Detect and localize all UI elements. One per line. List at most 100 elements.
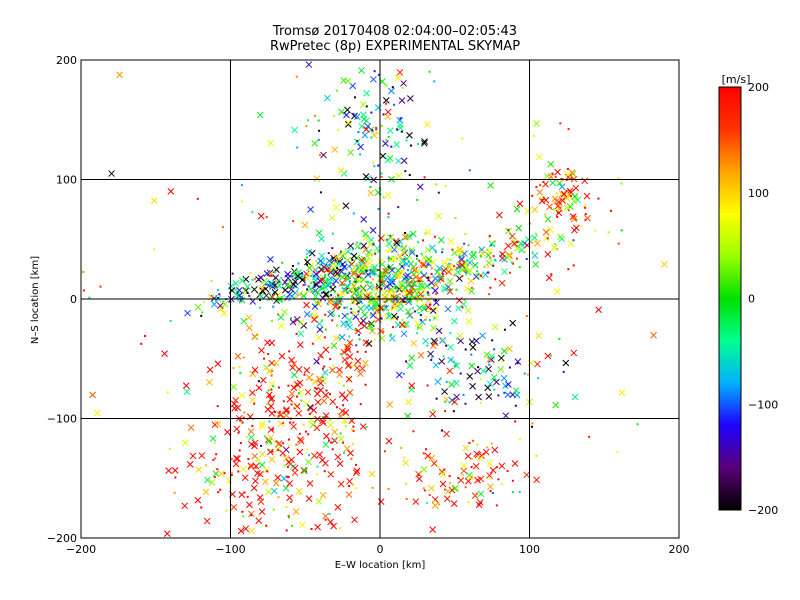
scatter-dot — [636, 423, 639, 426]
scatter-dot — [322, 268, 325, 271]
scatter-dot — [477, 366, 480, 369]
scatter-cross — [251, 286, 258, 293]
scatter-dot — [325, 377, 328, 380]
scatter-cross — [377, 275, 385, 283]
scatter-cross — [392, 237, 400, 245]
scatter-cross — [382, 268, 389, 275]
scatter-cross — [359, 317, 367, 325]
scatter-dot — [430, 267, 433, 270]
scatter-cross — [447, 356, 455, 364]
scatter-cross — [468, 287, 475, 295]
scatter-dot — [567, 268, 570, 271]
scatter-cross — [356, 290, 364, 298]
scatter-cross — [237, 527, 245, 535]
scatter-dot — [480, 274, 483, 277]
scatter-cross — [150, 197, 158, 205]
scatter-dot — [471, 250, 474, 253]
scatter-dot — [391, 86, 394, 89]
scatter-dot — [464, 402, 467, 405]
scatter-dot — [453, 274, 456, 277]
scatter-cross — [186, 461, 194, 468]
scatter-dot — [244, 291, 247, 294]
scatter-cross — [361, 322, 368, 330]
scatter-dot — [449, 258, 452, 261]
scatter-cross — [292, 508, 300, 516]
scatter-cross — [331, 437, 338, 444]
scatter-dot — [303, 373, 306, 376]
scatter-dot — [395, 257, 398, 260]
scatter-cross — [386, 401, 394, 408]
scatter-dot — [249, 272, 252, 275]
scatter-cross — [468, 253, 476, 260]
scatter-dot — [492, 264, 495, 267]
scatter-cross — [345, 361, 353, 369]
scatter-dot — [254, 336, 257, 339]
scatter-dot — [406, 292, 409, 295]
scatter-cross — [464, 260, 472, 267]
scatter-dot — [169, 319, 172, 322]
scatter-cross — [315, 229, 323, 237]
scatter-cross — [210, 300, 218, 308]
scatter-cross — [514, 244, 521, 252]
scatter-dot — [466, 259, 469, 262]
scatter-dot — [434, 251, 437, 254]
scatter-dot — [331, 319, 334, 322]
scatter-cross — [489, 466, 497, 474]
scatter-cross — [296, 379, 304, 387]
scatter-cross — [405, 398, 412, 406]
scatter-dot — [445, 380, 448, 383]
scatter-cross — [372, 285, 379, 293]
scatter-cross — [195, 466, 203, 474]
scatter-cross — [533, 476, 540, 484]
scatter-dot — [238, 365, 241, 368]
scatter-cross — [412, 498, 420, 506]
scatter-dot — [321, 319, 324, 322]
scatter-dot — [489, 257, 492, 260]
scatter-cross — [315, 334, 323, 341]
scatter-dot — [453, 360, 456, 363]
scatter-cross — [245, 314, 253, 321]
scatter-dot — [416, 198, 419, 201]
scatter-cross — [405, 296, 413, 304]
scatter-dot — [288, 444, 291, 447]
scatter-dot — [423, 489, 426, 492]
scatter-dot — [369, 313, 372, 316]
scatter-cross — [556, 179, 563, 187]
scatter-dot — [462, 393, 465, 396]
scatter-dot — [475, 270, 478, 273]
scatter-dot — [246, 495, 249, 498]
scatter-dot — [461, 274, 464, 277]
scatter-cross — [431, 287, 439, 294]
scatter-cross — [393, 239, 401, 247]
scatter-cross — [364, 271, 372, 278]
scatter-dot — [435, 397, 438, 400]
scatter-cross — [297, 318, 305, 326]
y-tick-label: 100 — [56, 174, 77, 187]
scatter-dot — [348, 280, 351, 283]
scatter-dot — [501, 360, 504, 363]
scatter-cross — [341, 356, 349, 364]
scatter-dot — [310, 378, 313, 381]
scatter-cross — [369, 266, 377, 273]
scatter-dot — [385, 139, 388, 142]
scatter-cross — [531, 206, 539, 213]
scatter-dot — [384, 267, 387, 270]
scatter-dot — [620, 182, 623, 185]
scatter-cross — [262, 285, 270, 293]
scatter-dot — [408, 284, 411, 287]
scatter-dot — [455, 362, 458, 365]
scatter-dot — [297, 262, 300, 265]
scatter-dot — [370, 136, 373, 139]
scatter-dot — [272, 385, 275, 388]
scatter-dot — [266, 470, 269, 473]
scatter-dot — [242, 356, 245, 359]
scatter-dot — [214, 457, 217, 460]
scatter-cross — [469, 382, 476, 390]
scatter-dot — [347, 379, 350, 382]
scatter-cross — [504, 391, 512, 399]
scatter-dot — [402, 300, 405, 303]
scatter-dot — [287, 475, 290, 478]
scatter-cross — [310, 452, 318, 460]
scatter-cross — [344, 106, 351, 114]
scatter-cross — [286, 480, 294, 487]
